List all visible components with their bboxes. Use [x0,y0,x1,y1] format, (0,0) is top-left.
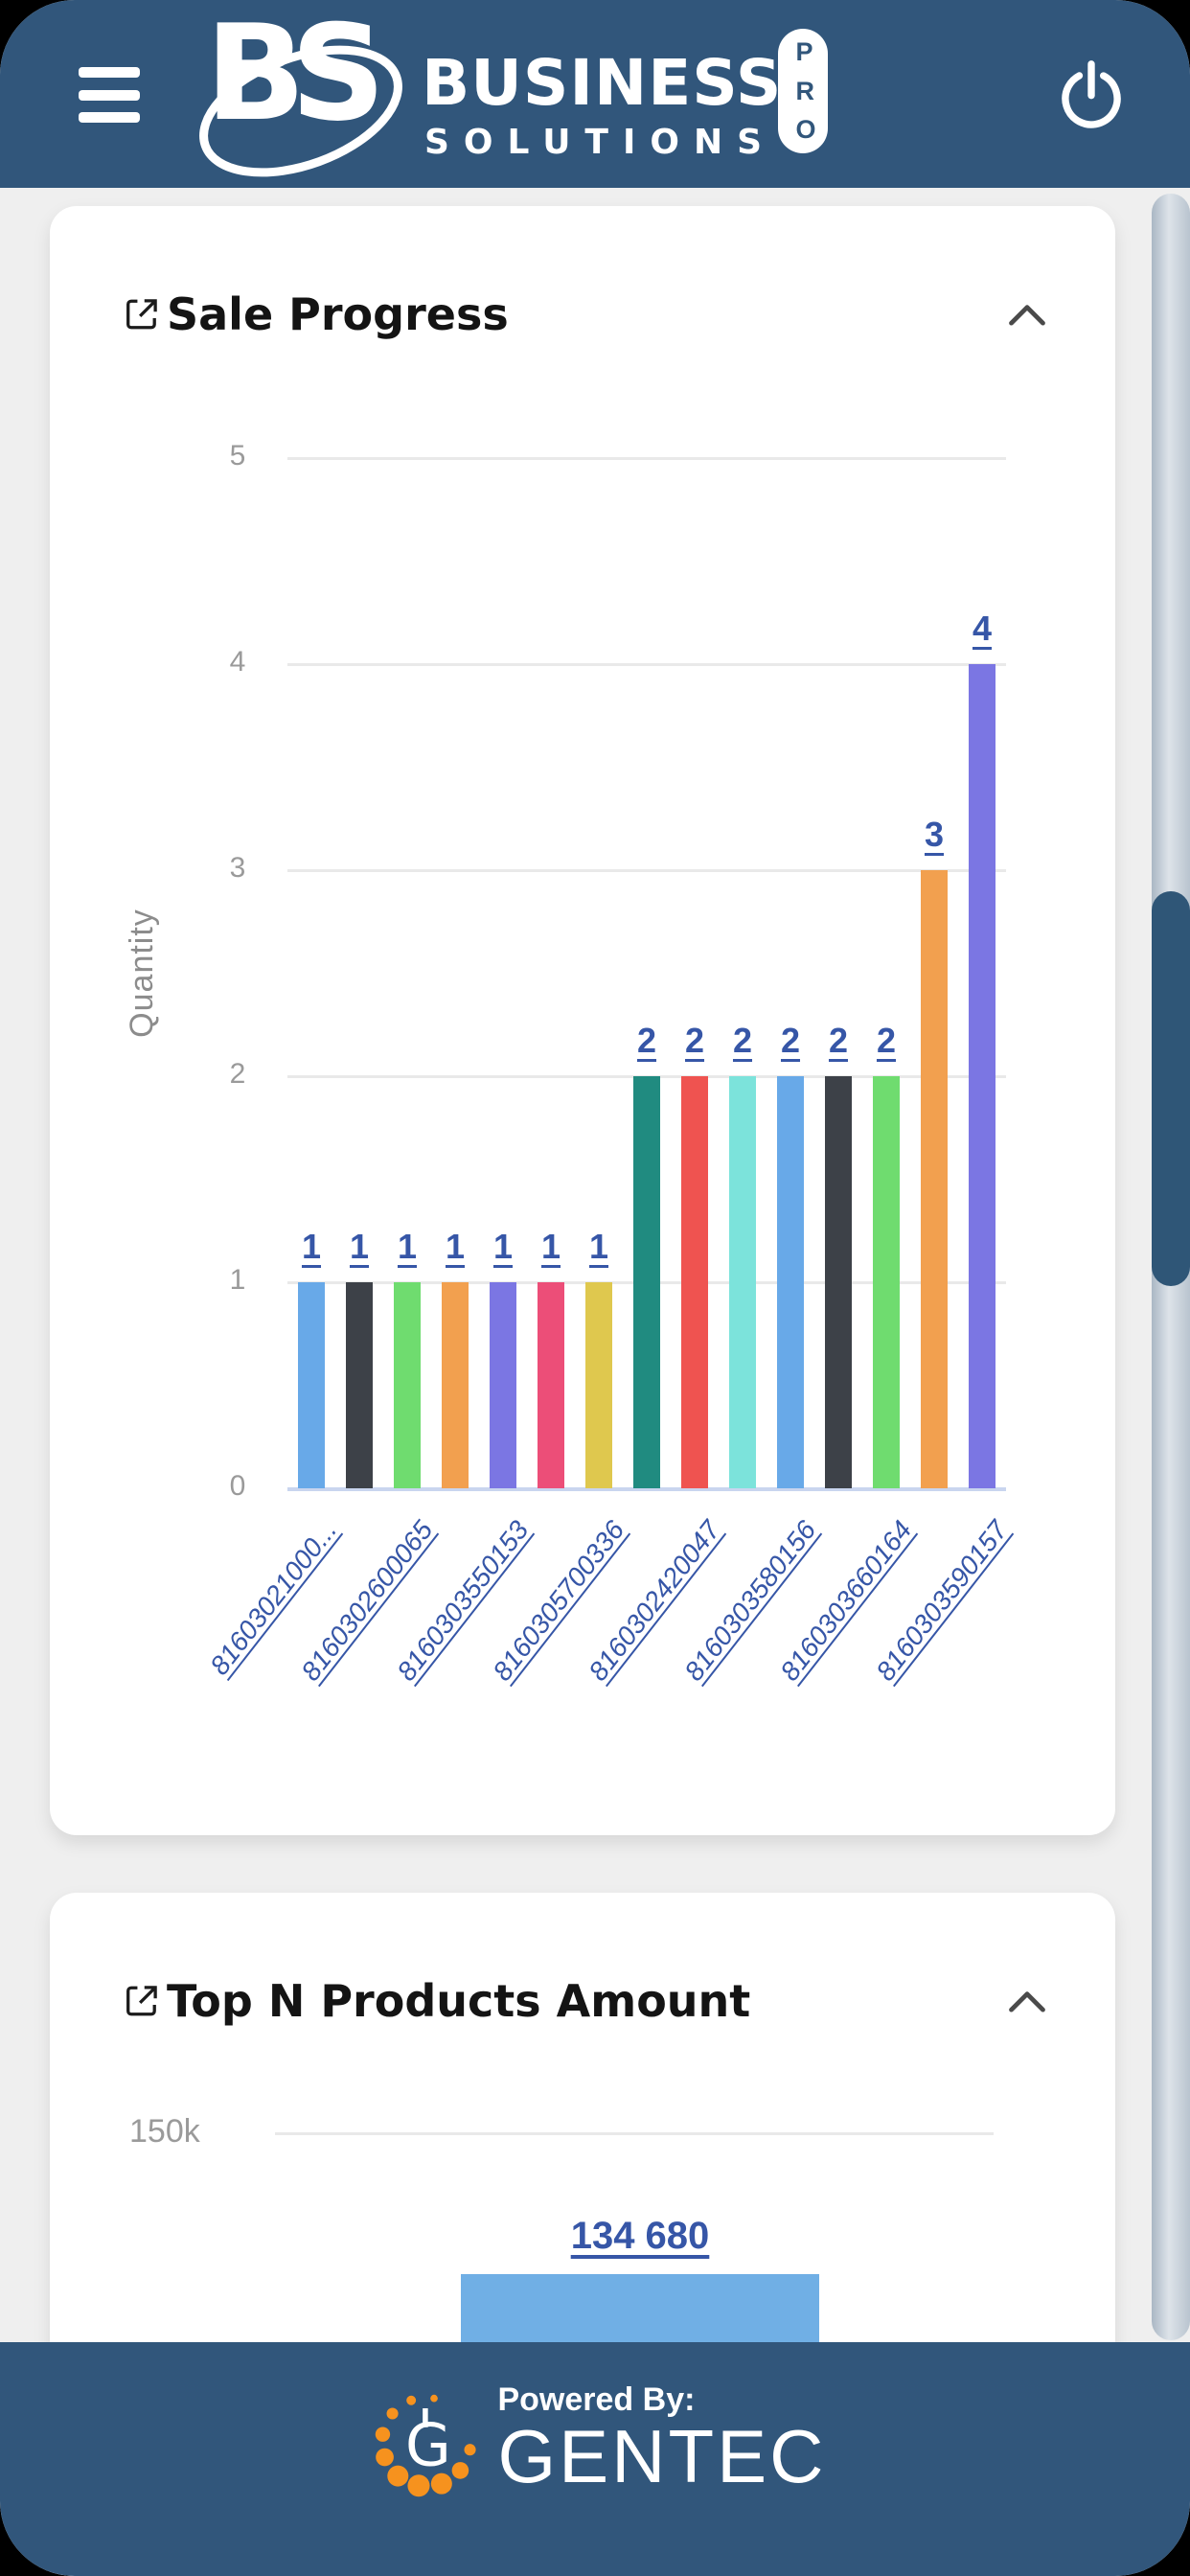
y-tick-label: 1 [229,1264,246,1296]
app-header: BS BUSINESS SOLUTIONS PRO [0,0,1190,188]
brand-monogram: BS [190,0,418,177]
bar-value-label[interactable]: 1 [349,1227,370,1266]
x-axis-label[interactable]: 8160305700336 [487,1515,630,1687]
y-tick-label: 5 [229,440,246,472]
x-axis-label[interactable]: 8160303590157 [870,1515,1014,1687]
bar[interactable] [538,1282,564,1488]
bar-value-label[interactable]: 1 [397,1227,418,1266]
bar[interactable] [969,664,995,1488]
gridline [287,869,1006,872]
x-axis-label[interactable]: 8160303580156 [678,1515,822,1687]
bar-value-label[interactable]: 2 [876,1021,897,1060]
bar[interactable] [921,870,948,1488]
bar-value-label[interactable]: 1 [540,1227,561,1266]
brand-name-line1: BUSINESS [422,46,783,120]
gentec-logo-icon: G [376,2394,477,2497]
bar[interactable] [346,1282,373,1488]
gridline [275,2132,994,2135]
bar-value-label[interactable]: 2 [636,1021,657,1060]
gridline [287,663,1006,666]
bar[interactable] [825,1076,852,1488]
card-title-top-n-products: Top N Products Amount [167,1975,751,2027]
x-axis-label[interactable]: 81603021000... [204,1515,343,1681]
y-tick-label: 150k [129,2113,200,2150]
y-tick-label: 3 [229,852,246,884]
bar[interactable] [633,1076,660,1488]
x-axis-label[interactable]: 8160302600065 [295,1515,439,1687]
svg-text:G: G [405,2410,451,2479]
scrollbar-track[interactable] [1152,194,1190,2340]
scrollbar-thumb[interactable] [1152,891,1190,1286]
y-axis-title: Quantity [123,908,160,1038]
bar-value-label[interactable]: 4 [972,609,993,648]
bar-value-label[interactable]: 1 [588,1227,609,1266]
brand-logo: BS BUSINESS SOLUTIONS PRO [190,0,841,182]
chevron-up-icon[interactable] [1006,298,1048,331]
bar-value-label[interactable]: 134 680 [570,2215,710,2257]
y-tick-label: 4 [229,646,246,678]
x-axis-label[interactable]: 8160303660164 [774,1515,918,1687]
gentec-brand-name: GENTEC [497,2413,827,2498]
bar-value-label[interactable]: 1 [492,1227,514,1266]
power-icon[interactable] [1052,54,1131,134]
bar[interactable] [681,1076,708,1488]
bar[interactable] [442,1282,469,1488]
bar[interactable] [873,1076,900,1488]
bar-value-label[interactable]: 1 [301,1227,322,1266]
sale-progress-card: Sale Progress Quantity 0 1 2 3 4 5 1 8160302100… [50,206,1115,1835]
hamburger-menu-icon[interactable] [79,67,140,123]
bar-value-label[interactable]: 2 [780,1021,801,1060]
bar[interactable] [394,1282,421,1488]
gridline [287,1487,1006,1491]
bar[interactable] [298,1282,325,1488]
bar-value-label[interactable]: 3 [924,815,945,854]
chevron-up-icon[interactable] [1006,1985,1048,2017]
monogram-swoosh [199,45,402,177]
powered-by-label: Powered By: [497,2380,696,2418]
external-link-icon[interactable] [121,293,163,335]
bar[interactable] [729,1076,756,1488]
gridline [287,457,1006,460]
bar-value-label[interactable]: 2 [732,1021,753,1060]
x-axis-label[interactable]: 8160302420047 [583,1515,726,1687]
y-tick-label: 2 [229,1058,246,1090]
card-title-sale-progress: Sale Progress [167,288,509,340]
bar[interactable] [490,1282,516,1488]
pro-badge: PRO [778,29,828,153]
app-footer: G Powered By: GENTEC [0,2342,1190,2576]
x-axis-label[interactable]: 8160303550153 [391,1515,535,1687]
bar[interactable] [585,1282,612,1488]
bar-value-label[interactable]: 1 [445,1227,466,1266]
bar-value-label[interactable]: 2 [684,1021,705,1060]
bar[interactable] [777,1076,804,1488]
sale-chart-plot: 0 1 2 3 4 5 1 81603021000... 1 1 8160302600065 1 1 81… [204,440,1013,1687]
bar-value-label[interactable]: 2 [828,1021,849,1060]
brand-name-line2: SOLUTIONS [424,123,777,162]
external-link-icon[interactable] [121,1980,163,2022]
y-tick-label: 0 [229,1470,246,1502]
